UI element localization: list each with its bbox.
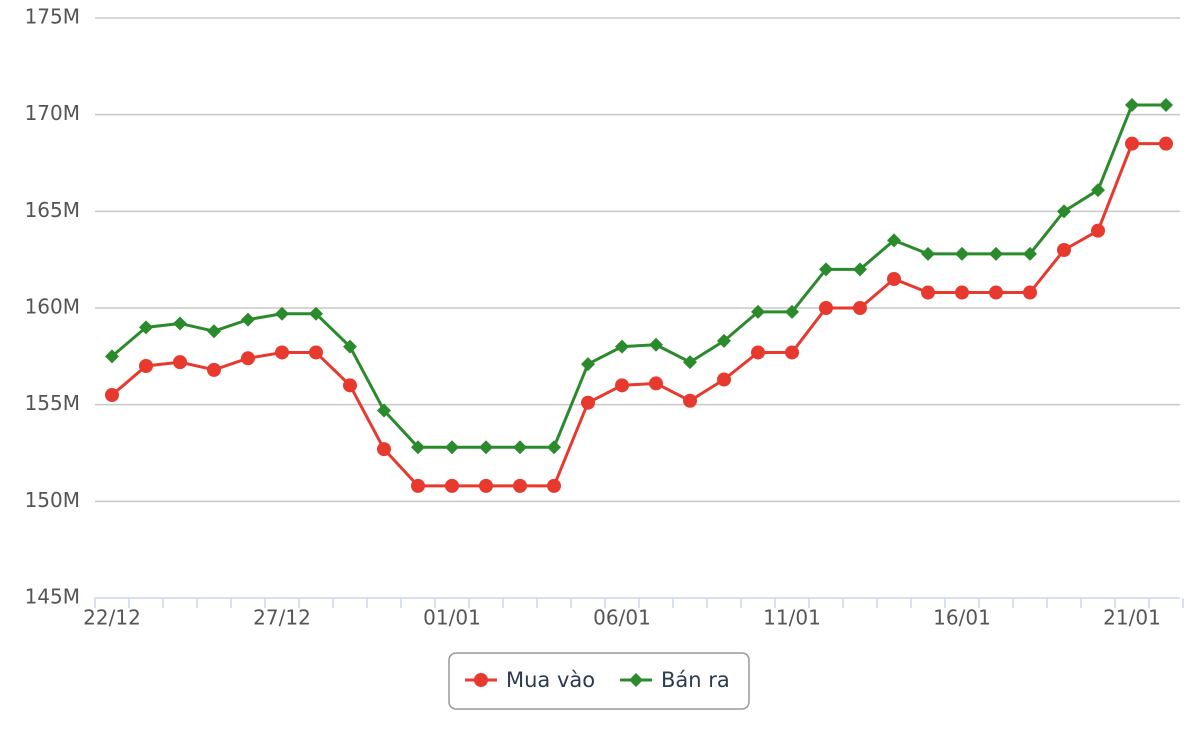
y-tick-label: 170M xyxy=(25,101,80,125)
data-point xyxy=(343,339,357,354)
data-point xyxy=(241,351,255,366)
data-point xyxy=(173,355,187,370)
data-point xyxy=(377,403,391,418)
data-point xyxy=(173,316,187,331)
legend-marker xyxy=(474,673,488,687)
data-point xyxy=(615,378,629,393)
data-point xyxy=(547,440,561,455)
data-point xyxy=(139,359,153,373)
data-point xyxy=(819,301,833,315)
y-tick-label: 175M xyxy=(25,5,80,29)
data-point xyxy=(649,337,663,352)
data-point xyxy=(989,246,1003,261)
data-point xyxy=(785,304,799,319)
data-point xyxy=(921,285,935,300)
series-line xyxy=(111,103,1166,449)
data-point xyxy=(343,378,357,393)
data-point xyxy=(275,345,289,360)
data-point xyxy=(1091,183,1105,198)
x-tick-label: 27/12 xyxy=(253,606,311,630)
data-point xyxy=(1125,98,1139,112)
data-point xyxy=(683,393,697,408)
y-tick-label: 165M xyxy=(25,198,80,222)
data-point xyxy=(1091,223,1105,238)
x-tick-label: 21/01 xyxy=(1103,606,1161,630)
data-point xyxy=(1057,204,1071,219)
data-point xyxy=(649,376,663,391)
data-point xyxy=(717,333,731,348)
data-point xyxy=(751,304,765,319)
data-point xyxy=(785,345,799,360)
data-point xyxy=(139,320,153,335)
data-point xyxy=(207,324,221,339)
data-point xyxy=(853,262,867,277)
data-point xyxy=(411,478,425,493)
data-point xyxy=(1159,98,1173,112)
data-point xyxy=(309,306,323,321)
data-point xyxy=(955,246,969,261)
data-point xyxy=(479,478,493,493)
data-point xyxy=(1023,246,1037,261)
data-point xyxy=(275,306,289,321)
data-point xyxy=(547,478,561,493)
data-point xyxy=(1023,285,1037,300)
data-point xyxy=(853,301,867,315)
data-point xyxy=(751,345,765,360)
data-point xyxy=(683,355,697,370)
data-point xyxy=(819,262,833,277)
data-point xyxy=(411,440,425,455)
y-tick-label: 145M xyxy=(25,585,80,609)
y-tick-label: 155M xyxy=(25,391,80,415)
x-tick-label: 06/01 xyxy=(593,606,651,630)
data-point xyxy=(445,440,459,455)
legend-label[interactable]: Mua vào xyxy=(506,668,595,692)
x-tick-label: 16/01 xyxy=(933,606,991,630)
data-point xyxy=(717,372,731,387)
data-point xyxy=(1159,136,1173,151)
x-tick-label: 22/12 xyxy=(83,606,141,630)
data-point xyxy=(479,440,493,455)
legend-label[interactable]: Bán ra xyxy=(661,668,730,692)
x-tick-label: 01/01 xyxy=(423,606,481,630)
data-point xyxy=(377,442,391,457)
data-point xyxy=(615,339,629,354)
data-point xyxy=(309,345,323,360)
data-point xyxy=(105,388,119,402)
data-point xyxy=(241,312,255,327)
data-point xyxy=(513,440,527,455)
y-tick-label: 160M xyxy=(25,295,80,319)
data-point xyxy=(105,349,119,364)
data-point xyxy=(445,478,459,493)
data-point xyxy=(887,233,901,248)
x-tick-label: 11/01 xyxy=(763,606,821,630)
data-point xyxy=(581,357,595,372)
data-point xyxy=(1125,136,1139,151)
legend-marker xyxy=(629,673,643,687)
data-point xyxy=(887,272,901,286)
y-tick-label: 150M xyxy=(25,488,80,512)
legend-box xyxy=(448,652,750,710)
data-point xyxy=(921,246,935,261)
data-point xyxy=(513,478,527,493)
data-point xyxy=(989,285,1003,300)
data-point xyxy=(581,395,595,410)
data-point xyxy=(955,285,969,300)
data-point xyxy=(207,362,221,377)
data-point xyxy=(1057,243,1071,257)
